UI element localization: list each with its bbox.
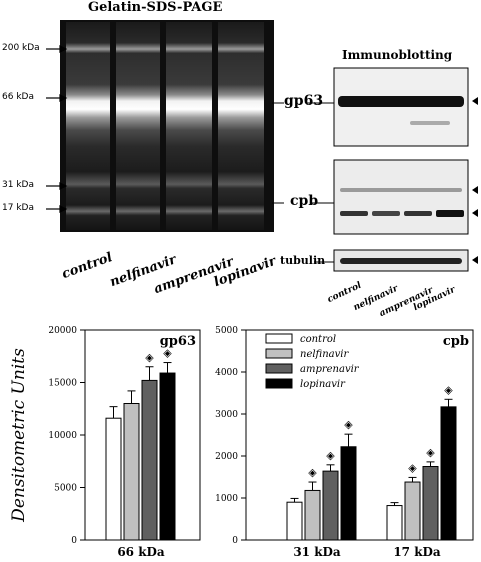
bar-nelfinavir [304,489,321,541]
legend-swatch-nelfinavir [265,348,293,359]
bar-amprenavir [141,379,158,541]
marker-label-200: 200 kDa [2,43,40,53]
bar-control [286,501,303,541]
significance-mark: ◈ [163,347,172,360]
significance-mark: ◈ [308,466,317,479]
ib-gp63-label: gp63 [284,93,324,109]
marker-label-17: 17 kDa [2,203,34,213]
y-tick-label-0: 0 [71,536,77,546]
legend-label-control: control [300,334,336,345]
bar-amprenavir [422,466,439,541]
marker-arrow-66 [59,94,68,102]
ib-cpb-label: cpb [290,193,319,209]
gel-lane-lopinavir [218,22,264,230]
y-tick-label-0: 10000 [48,431,77,441]
marker-arrow-17 [59,205,68,213]
ib-tubulin-label: tubulin [280,254,326,267]
ib-cpb-box [333,159,469,235]
marker-label-66: 66 kDa [2,92,34,102]
ib-cpb-upper-arrowhead [472,186,478,194]
category-label: 31 kDa [293,545,341,559]
significance-mark: ◈ [444,383,453,396]
ib-cpb-lower-arrowhead [472,209,478,217]
legend-label-lopinavir: lopinavir [300,379,346,390]
marker-label-31: 31 kDa [2,180,34,190]
bar-control [105,417,122,541]
legend-swatch-amprenavir [265,363,293,374]
legend-label-amprenavir: amprenavir [300,364,360,375]
gel-lane-control [66,22,110,230]
chart-title-0: gp63 [160,334,196,349]
y-tick-label-1: 1000 [215,494,238,504]
marker-arrow-31 [59,182,68,190]
legend-label-nelfinavir: nelfinavir [300,349,349,360]
gel-panel [46,20,478,272]
ib-cpb-upper-band [340,188,462,192]
gel-lane-nelfinavir [116,22,160,230]
y-tick-label-1: 5000 [215,326,238,336]
ib-gp63-faint-band [410,121,450,125]
category-label: 66 kDa [117,545,165,559]
ib-tubulin-arrowhead [472,256,478,264]
bar-nelfinavir [123,403,140,541]
y-tick-label-0: 20000 [48,326,77,336]
bar-lopinavir [159,372,176,541]
y-axis-label: Densitometric Units [9,348,29,523]
bar-lopinavir [340,446,357,541]
bar-nelfinavir [404,481,421,541]
immunoblot-title: Immunoblotting [342,48,453,62]
significance-mark: ◈ [145,351,154,364]
category-label: 17 kDa [393,545,441,559]
y-tick-label-1: 0 [232,536,238,546]
gel-title: Gelatin-SDS-PAGE [88,0,223,15]
legend-swatch-lopinavir [265,378,293,389]
chart-title-1: cpb [443,334,469,349]
bar-amprenavir [322,470,339,541]
ib-gp63-band [338,96,464,107]
y-tick-label-1: 4000 [215,368,238,378]
ib-tubulin-band [340,258,462,264]
ib-gp63-arrowhead [472,97,478,105]
significance-mark: ◈ [344,418,353,431]
chart-frame-1 [245,329,474,541]
marker-arrow-200 [59,45,68,53]
y-tick-label-1: 2000 [215,452,238,462]
bar-lopinavir [440,406,457,541]
significance-mark: ◈ [408,461,417,474]
y-tick-label-0: 15000 [48,379,77,389]
y-tick-label-0: 5000 [54,484,77,494]
y-tick-label-1: 3000 [215,410,238,420]
legend-swatch-control [265,333,293,344]
significance-mark: ◈ [326,449,335,462]
bar-control [386,505,403,541]
significance-mark: ◈ [426,446,435,459]
gel-lane-amprenavir [166,22,212,230]
